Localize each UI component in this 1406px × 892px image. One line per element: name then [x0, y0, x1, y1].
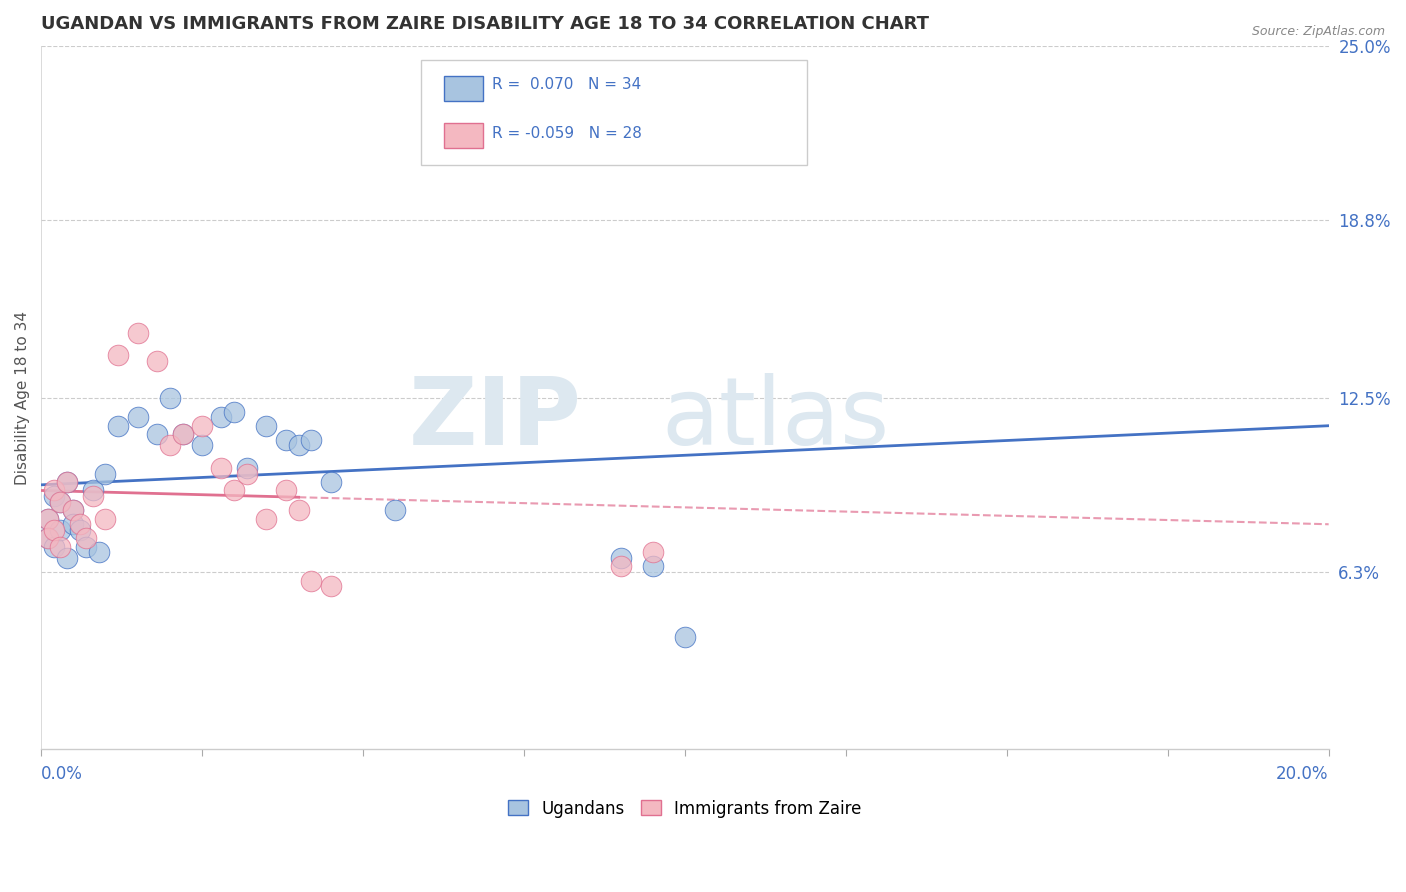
Point	[641, 559, 664, 574]
Point	[107, 418, 129, 433]
Point	[49, 494, 72, 508]
Point	[107, 348, 129, 362]
Point	[37, 511, 59, 525]
Point	[37, 511, 59, 525]
Text: 0.0%: 0.0%	[41, 765, 83, 783]
Text: atlas: atlas	[661, 373, 889, 465]
Point	[224, 404, 246, 418]
Point	[94, 467, 117, 481]
Point	[69, 517, 91, 532]
Point	[301, 433, 323, 447]
Point	[42, 523, 65, 537]
Point	[49, 494, 72, 508]
Point	[69, 523, 91, 537]
Point	[191, 438, 214, 452]
Point	[236, 467, 259, 481]
FancyBboxPatch shape	[444, 123, 482, 148]
Text: R = -0.059   N = 28: R = -0.059 N = 28	[492, 126, 641, 141]
Point	[274, 483, 297, 498]
Point	[42, 483, 65, 498]
Point	[191, 418, 214, 433]
Point	[287, 438, 309, 452]
Point	[62, 517, 84, 532]
Point	[62, 503, 84, 517]
Point	[224, 483, 246, 498]
Point	[146, 354, 169, 368]
Point	[159, 438, 181, 452]
Point	[319, 579, 342, 593]
Point	[75, 540, 97, 554]
Point	[42, 489, 65, 503]
Point	[209, 461, 232, 475]
Point	[641, 545, 664, 559]
Point	[319, 475, 342, 489]
FancyBboxPatch shape	[420, 60, 807, 165]
Point	[94, 511, 117, 525]
Point	[37, 532, 59, 546]
Point	[49, 523, 72, 537]
Point	[609, 551, 631, 566]
Point	[42, 540, 65, 554]
Point	[254, 511, 277, 525]
Text: R =  0.070   N = 34: R = 0.070 N = 34	[492, 77, 641, 92]
Point	[127, 326, 149, 340]
Point	[301, 574, 323, 588]
FancyBboxPatch shape	[444, 76, 482, 101]
Point	[56, 551, 79, 566]
Point	[172, 427, 194, 442]
Point	[172, 427, 194, 442]
Point	[82, 489, 104, 503]
Point	[87, 545, 110, 559]
Text: 20.0%: 20.0%	[1277, 765, 1329, 783]
Point	[62, 503, 84, 517]
Point	[159, 391, 181, 405]
Point	[146, 427, 169, 442]
Point	[609, 559, 631, 574]
Point	[56, 475, 79, 489]
Point	[75, 532, 97, 546]
Text: UGANDAN VS IMMIGRANTS FROM ZAIRE DISABILITY AGE 18 TO 34 CORRELATION CHART: UGANDAN VS IMMIGRANTS FROM ZAIRE DISABIL…	[41, 15, 929, 33]
Point	[254, 418, 277, 433]
Point	[673, 630, 696, 644]
Point	[236, 461, 259, 475]
Point	[287, 503, 309, 517]
Point	[56, 475, 79, 489]
Point	[274, 433, 297, 447]
Point	[37, 532, 59, 546]
Point	[384, 503, 406, 517]
Y-axis label: Disability Age 18 to 34: Disability Age 18 to 34	[15, 310, 30, 484]
Point	[82, 483, 104, 498]
Point	[49, 540, 72, 554]
Text: ZIP: ZIP	[409, 373, 582, 465]
Point	[209, 410, 232, 425]
Legend: Ugandans, Immigrants from Zaire: Ugandans, Immigrants from Zaire	[501, 793, 869, 824]
Point	[127, 410, 149, 425]
Text: Source: ZipAtlas.com: Source: ZipAtlas.com	[1251, 25, 1385, 38]
